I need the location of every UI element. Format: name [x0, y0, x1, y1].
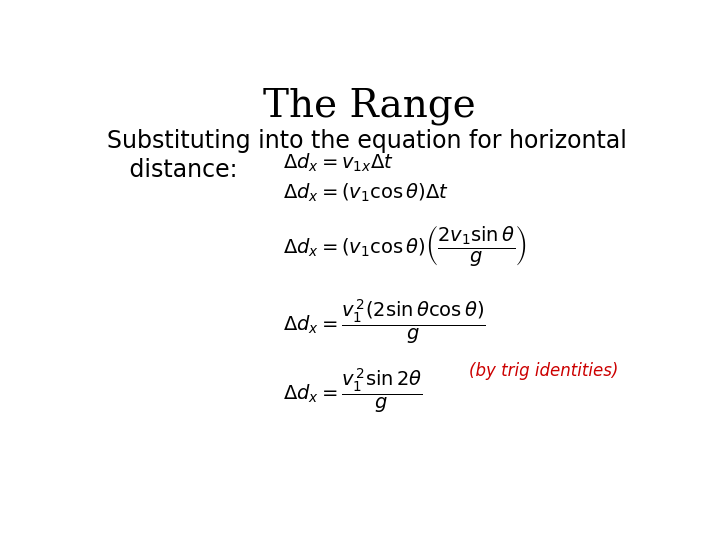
Text: distance:: distance: [107, 158, 238, 183]
Text: $\Delta d_x = \dfrac{v_1^{\,2}\sin 2\theta}{g}$: $\Delta d_x = \dfrac{v_1^{\,2}\sin 2\the… [282, 366, 422, 415]
Text: The Range: The Range [263, 87, 475, 125]
Text: $\Delta d_x = \dfrac{v_1^{\,2}(2\sin\theta\cos\theta)}{g}$: $\Delta d_x = \dfrac{v_1^{\,2}(2\sin\the… [282, 298, 485, 346]
Text: $\Delta d_x = v_{1x}\Delta t$: $\Delta d_x = v_{1x}\Delta t$ [282, 152, 393, 174]
Text: (by trig identities): (by trig identities) [469, 362, 618, 380]
Text: $\Delta d_x = (v_1 \cos\theta)\Delta t$: $\Delta d_x = (v_1 \cos\theta)\Delta t$ [282, 181, 449, 204]
Text: $\Delta d_x = (v_1 \cos\theta)\left(\dfrac{2v_1 \sin\theta}{g}\right)$: $\Delta d_x = (v_1 \cos\theta)\left(\dfr… [282, 223, 526, 268]
Text: Substituting into the equation for horizontal: Substituting into the equation for horiz… [107, 129, 626, 153]
